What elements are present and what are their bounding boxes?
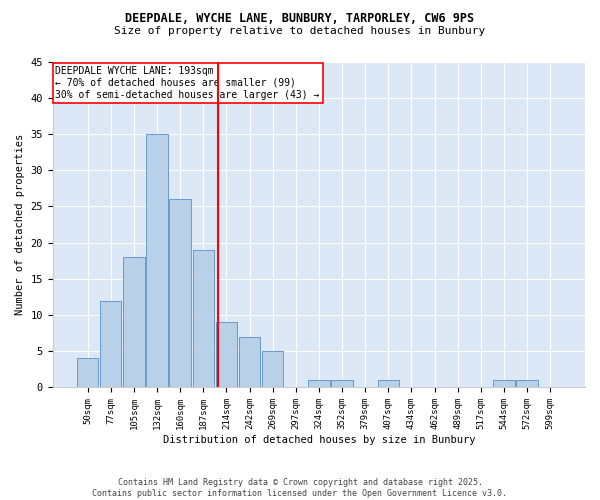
- Bar: [100, 300, 121, 388]
- Text: DEEPDALE, WYCHE LANE, BUNBURY, TARPORLEY, CW6 9PS: DEEPDALE, WYCHE LANE, BUNBURY, TARPORLEY…: [125, 12, 475, 26]
- Bar: [193, 250, 214, 388]
- Bar: [239, 337, 260, 388]
- Text: Size of property relative to detached houses in Bunbury: Size of property relative to detached ho…: [115, 26, 485, 36]
- Bar: [517, 380, 538, 388]
- Text: Contains HM Land Registry data © Crown copyright and database right 2025.
Contai: Contains HM Land Registry data © Crown c…: [92, 478, 508, 498]
- Bar: [146, 134, 167, 388]
- Bar: [262, 352, 283, 388]
- Bar: [331, 380, 353, 388]
- Text: DEEPDALE WYCHE LANE: 193sqm
← 70% of detached houses are smaller (99)
30% of sem: DEEPDALE WYCHE LANE: 193sqm ← 70% of det…: [55, 66, 320, 100]
- Bar: [308, 380, 329, 388]
- X-axis label: Distribution of detached houses by size in Bunbury: Distribution of detached houses by size …: [163, 435, 475, 445]
- Bar: [77, 358, 98, 388]
- Bar: [123, 257, 145, 388]
- Bar: [377, 380, 399, 388]
- Bar: [216, 322, 237, 388]
- Bar: [169, 199, 191, 388]
- Y-axis label: Number of detached properties: Number of detached properties: [15, 134, 25, 315]
- Bar: [493, 380, 515, 388]
